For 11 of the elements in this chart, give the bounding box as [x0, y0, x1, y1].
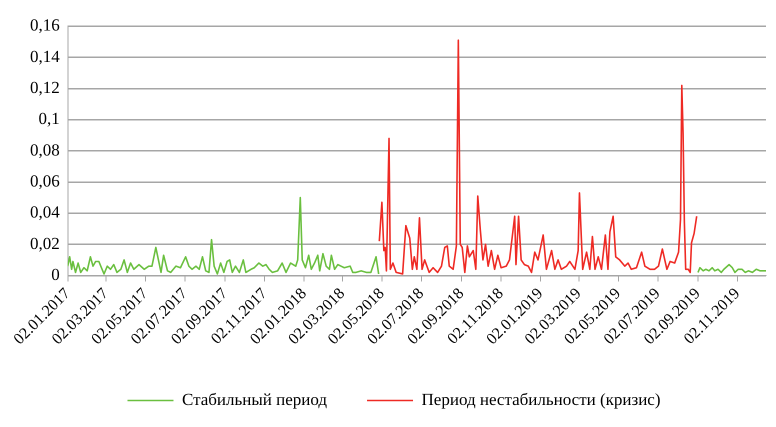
y-tick-label: 0,08 [30, 140, 60, 160]
legend-label: Стабильный период [182, 390, 328, 409]
y-tick-label: 0,06 [30, 171, 60, 190]
y-tick-label: 0,04 [30, 202, 60, 222]
y-tick-label: 0,12 [30, 78, 60, 97]
y-tick-label: 0,1 [38, 109, 60, 128]
y-tick-label: 0,16 [30, 16, 60, 35]
legend-label: Период нестабильности (кризис) [422, 390, 661, 409]
y-tick-label: 0,14 [30, 46, 60, 66]
y-tick-label: 0,02 [30, 234, 60, 253]
y-tick-label: 0 [51, 264, 60, 284]
